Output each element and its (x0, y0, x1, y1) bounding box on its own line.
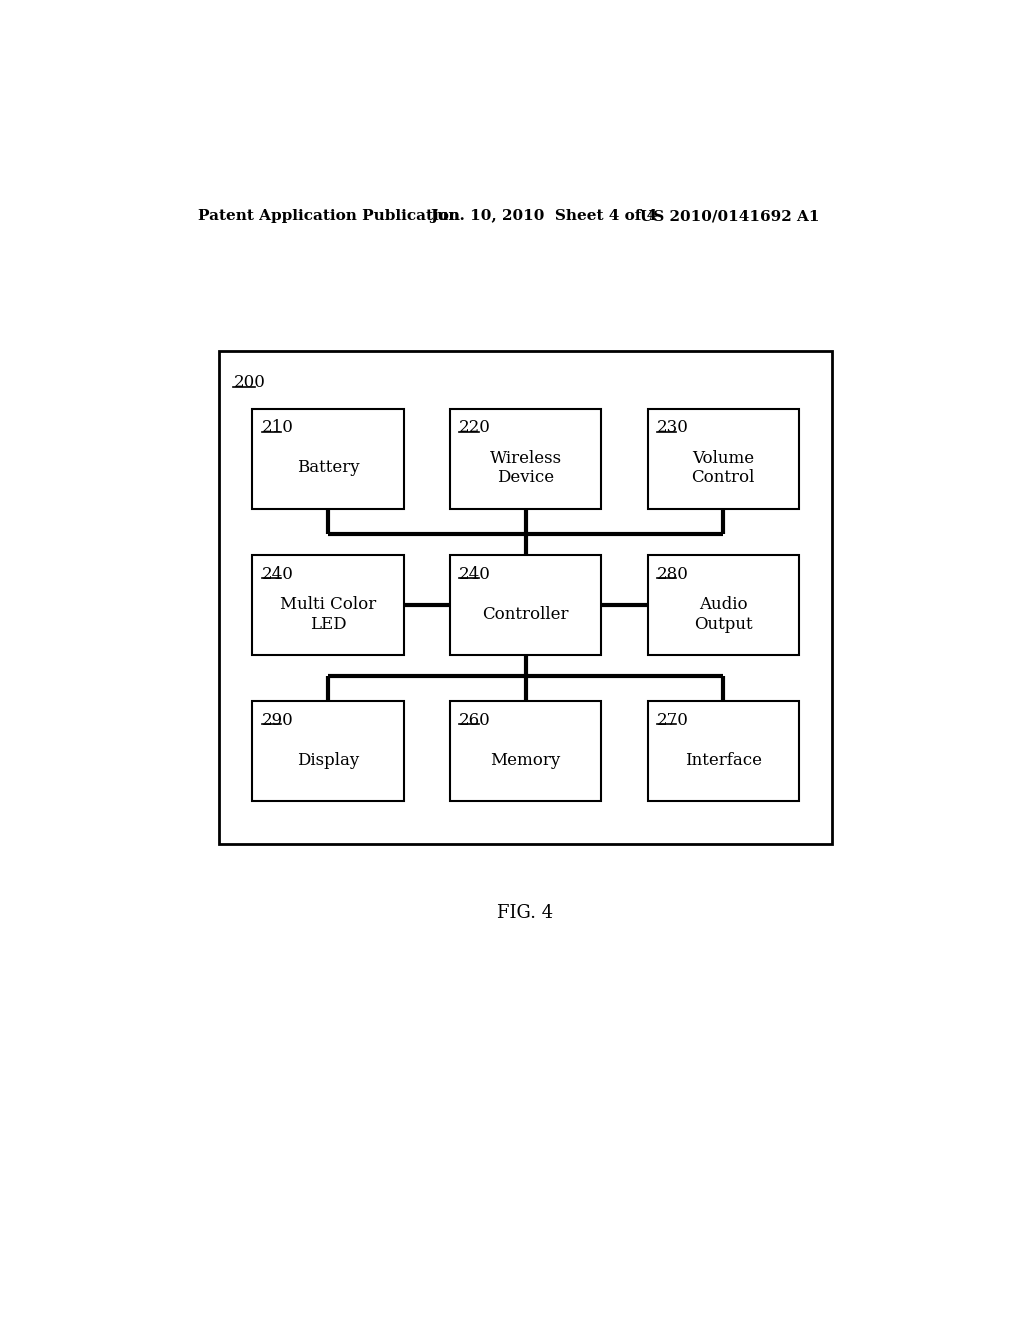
Text: Display: Display (297, 752, 359, 770)
Text: 240: 240 (460, 566, 492, 582)
Bar (450, 701, 601, 801)
Text: Controller: Controller (482, 606, 568, 623)
Text: US 2010/0141692 A1: US 2010/0141692 A1 (640, 209, 819, 223)
Text: Audio
Output: Audio Output (694, 595, 753, 632)
Bar (647, 554, 799, 655)
Text: Wireless
Device: Wireless Device (489, 450, 561, 486)
Bar (252, 409, 403, 508)
Text: Multi Color
LED: Multi Color LED (280, 595, 376, 632)
Text: 270: 270 (657, 711, 689, 729)
Bar (450, 554, 601, 655)
Text: 290: 290 (262, 711, 294, 729)
Text: Jun. 10, 2010  Sheet 4 of 4: Jun. 10, 2010 Sheet 4 of 4 (430, 209, 657, 223)
Text: Battery: Battery (297, 459, 359, 477)
Text: 200: 200 (233, 374, 265, 391)
Text: Patent Application Publication: Patent Application Publication (198, 209, 460, 223)
Text: 280: 280 (657, 566, 689, 582)
Text: 220: 220 (460, 420, 492, 437)
Text: 210: 210 (262, 420, 294, 437)
Text: FIG. 4: FIG. 4 (497, 904, 553, 921)
Bar (252, 701, 403, 801)
Text: Memory: Memory (490, 752, 561, 770)
Bar (252, 554, 403, 655)
Text: 240: 240 (262, 566, 294, 582)
Bar (647, 409, 799, 508)
Bar (219, 351, 831, 843)
Text: 260: 260 (460, 711, 492, 729)
Text: 230: 230 (657, 420, 689, 437)
Bar (450, 409, 601, 508)
Bar (647, 701, 799, 801)
Text: Volume
Control: Volume Control (691, 450, 755, 486)
Text: Interface: Interface (685, 752, 762, 770)
